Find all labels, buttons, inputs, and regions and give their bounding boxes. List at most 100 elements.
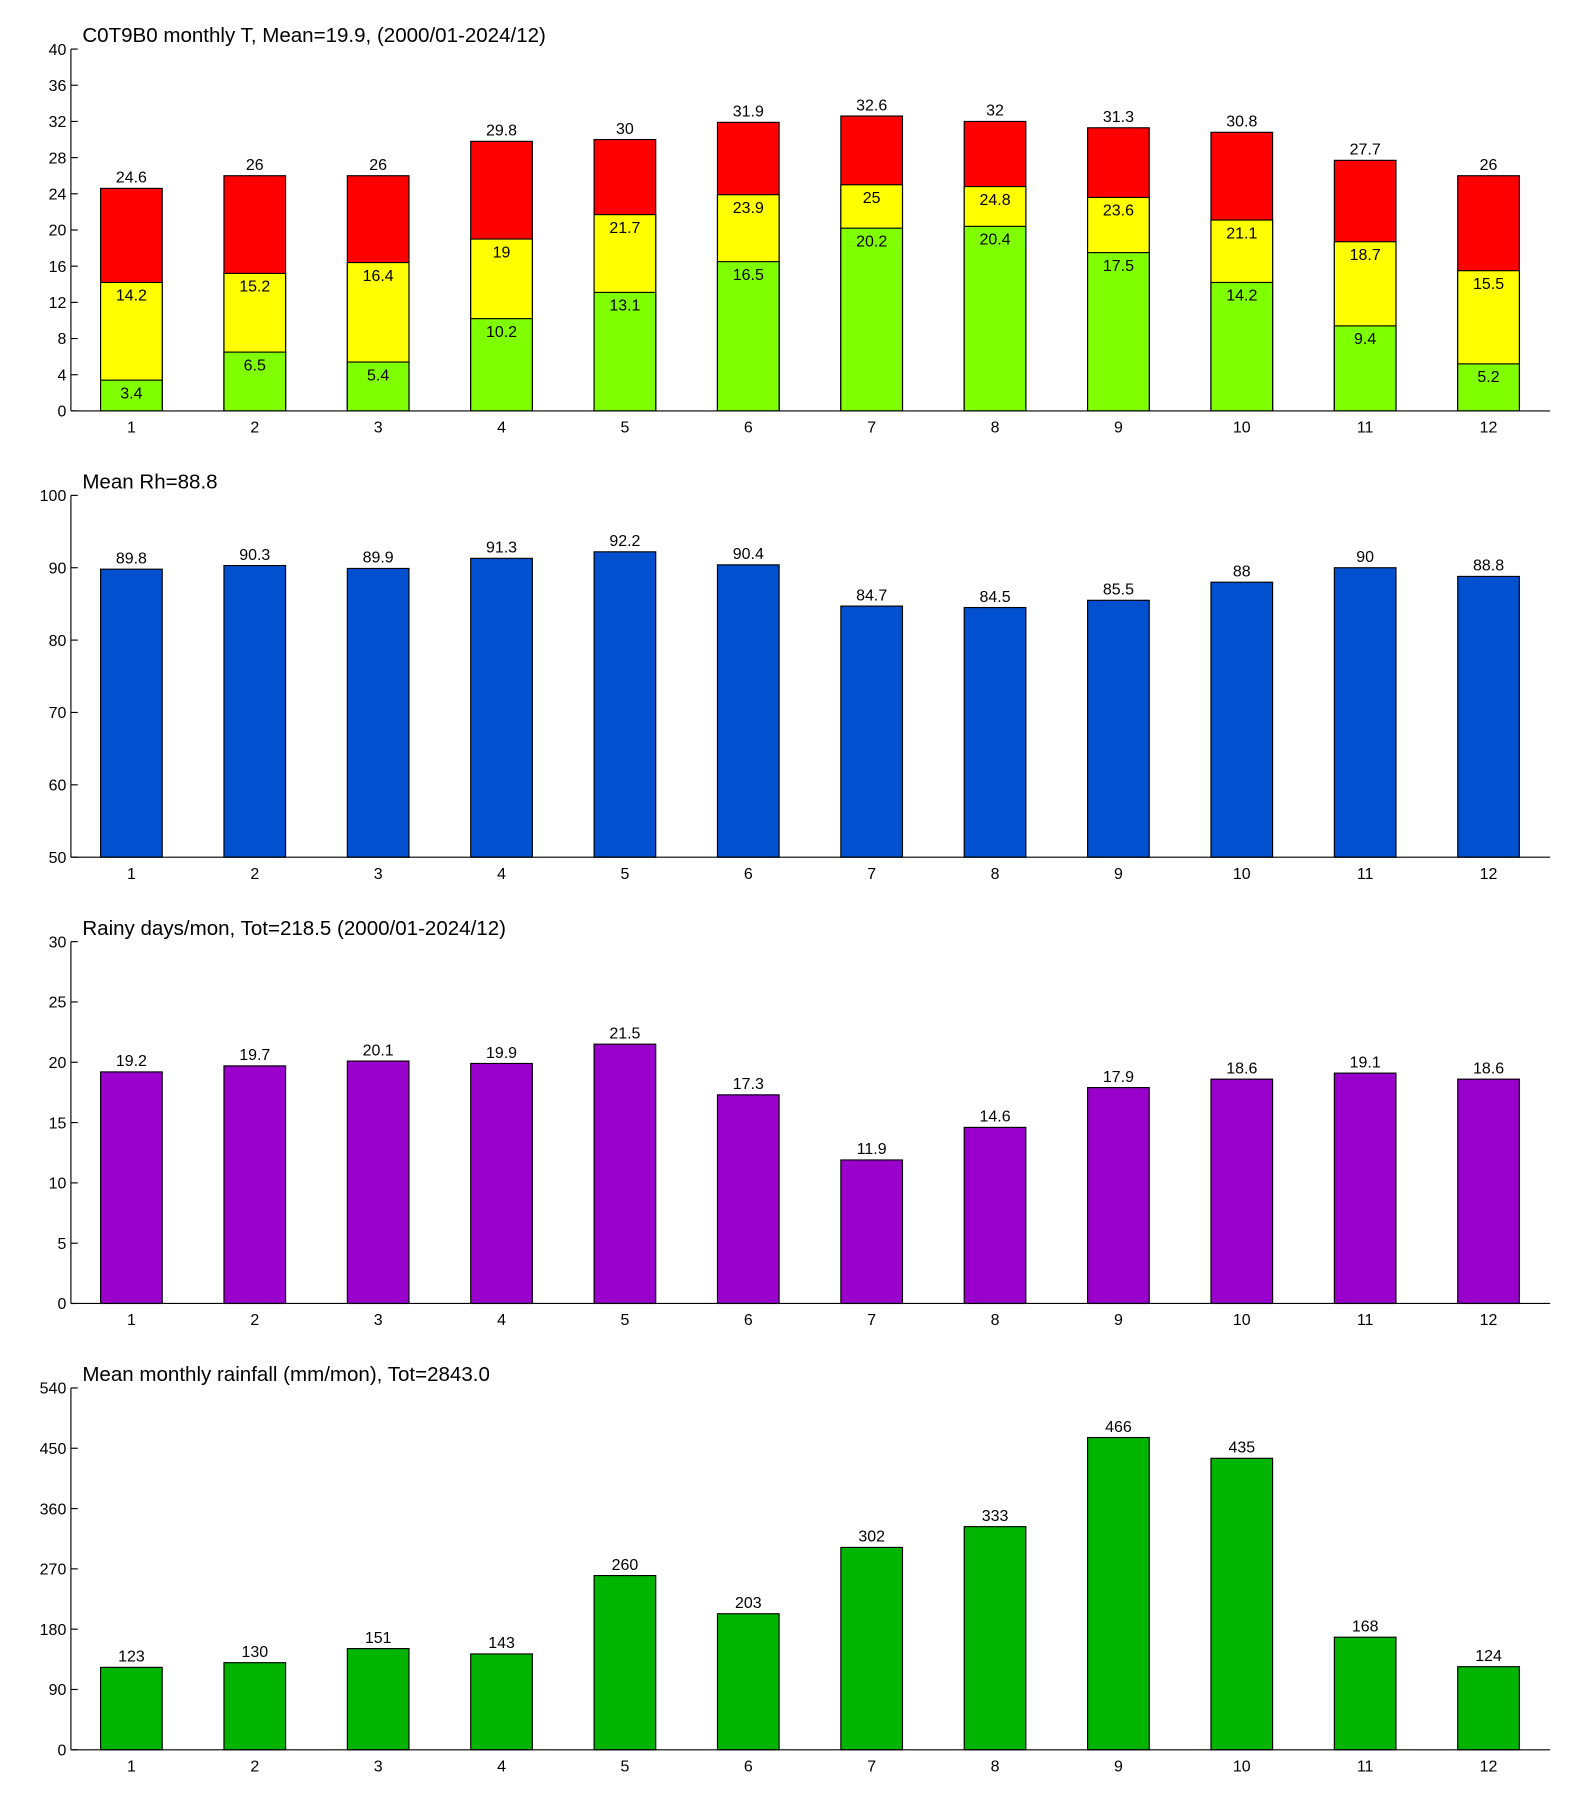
data-label: 20.1 xyxy=(363,1042,394,1059)
data-label: 18.6 xyxy=(1226,1060,1257,1077)
data-label: 31.9 xyxy=(733,104,764,121)
data-label: 5.4 xyxy=(367,367,389,384)
bar xyxy=(1210,1078,1274,1305)
bar xyxy=(963,1526,1027,1751)
x-tick-label: 5 xyxy=(620,420,629,437)
x-tick-label: 3 xyxy=(374,866,383,883)
bar xyxy=(1210,1457,1274,1751)
data-label: 19.1 xyxy=(1350,1054,1381,1071)
bar xyxy=(1210,281,1274,412)
bar xyxy=(1457,1078,1520,1305)
bar xyxy=(1087,1436,1150,1751)
data-label: 6.5 xyxy=(244,357,266,374)
x-tick-label: 6 xyxy=(744,1758,753,1775)
x-tick-label: 9 xyxy=(1114,866,1123,883)
data-label: 302 xyxy=(858,1529,885,1546)
x-tick-label: 6 xyxy=(744,866,753,883)
bar xyxy=(963,225,1027,412)
x-tick-label: 7 xyxy=(867,1758,876,1775)
bar xyxy=(223,1662,287,1751)
x-tick-label: 11 xyxy=(1357,1758,1374,1775)
data-label: 130 xyxy=(241,1644,268,1661)
chart-title: Rainy days/mon, Tot=218.5 (2000/01-2024/… xyxy=(82,917,506,940)
y-tick-label: 8 xyxy=(57,331,66,348)
data-label: 123 xyxy=(118,1649,145,1666)
y-tick-label: 0 xyxy=(57,1296,66,1313)
data-label: 23.9 xyxy=(733,200,764,217)
y-tick-label: 16 xyxy=(49,259,67,276)
x-tick-label: 4 xyxy=(497,866,506,883)
chart-title: Mean Rh=88.8 xyxy=(82,471,217,494)
data-label: 11.9 xyxy=(857,1141,887,1158)
data-label: 14.6 xyxy=(979,1109,1010,1126)
chart-title: Mean monthly rainfall (mm/mon), Tot=2843… xyxy=(82,1363,490,1386)
x-tick-label: 4 xyxy=(497,1758,506,1775)
data-label: 17.5 xyxy=(1103,258,1134,275)
data-label: 29.8 xyxy=(486,123,517,140)
data-label: 15.5 xyxy=(1473,276,1504,293)
bar xyxy=(593,551,657,858)
data-label: 9.4 xyxy=(1354,331,1376,348)
data-label: 32 xyxy=(986,103,1004,120)
bar xyxy=(840,1159,904,1305)
data-label: 17.3 xyxy=(733,1076,764,1093)
y-tick-label: 70 xyxy=(49,705,67,722)
y-tick-label: 32 xyxy=(49,114,67,131)
bar xyxy=(223,351,287,412)
bar xyxy=(1333,325,1397,412)
bar xyxy=(840,227,904,412)
x-tick-label: 1 xyxy=(127,866,136,883)
data-label: 89.8 xyxy=(116,550,147,567)
data-label: 24.6 xyxy=(116,170,147,187)
y-tick-label: 15 xyxy=(49,1115,67,1132)
bar xyxy=(223,564,287,858)
bar xyxy=(593,1574,657,1751)
bar xyxy=(100,1666,163,1751)
data-label: 84.7 xyxy=(856,587,887,604)
data-label: 15.2 xyxy=(239,279,270,296)
y-tick-label: 90 xyxy=(49,560,67,577)
x-tick-label: 10 xyxy=(1233,420,1251,437)
data-label: 14.2 xyxy=(116,288,147,305)
x-tick-label: 8 xyxy=(991,1758,1000,1775)
data-label: 91.3 xyxy=(486,540,517,557)
y-tick-label: 50 xyxy=(49,850,67,867)
x-tick-label: 6 xyxy=(744,420,753,437)
y-tick-label: 28 xyxy=(49,150,67,167)
data-label: 20.2 xyxy=(856,233,887,250)
x-tick-label: 3 xyxy=(374,420,383,437)
bar xyxy=(223,1065,287,1305)
y-tick-label: 360 xyxy=(40,1501,67,1518)
data-label: 26 xyxy=(1480,157,1498,174)
x-tick-label: 9 xyxy=(1114,420,1123,437)
bar xyxy=(470,557,533,858)
bar xyxy=(100,568,163,858)
x-tick-label: 8 xyxy=(991,866,1000,883)
data-label: 151 xyxy=(365,1630,392,1647)
y-tick-label: 20 xyxy=(49,223,67,240)
y-tick-label: 0 xyxy=(57,1742,66,1759)
data-label: 31.3 xyxy=(1103,109,1134,126)
bar xyxy=(840,605,904,858)
data-label: 333 xyxy=(982,1508,1009,1525)
bar xyxy=(1087,599,1150,858)
x-tick-label: 9 xyxy=(1114,1312,1123,1329)
bar xyxy=(963,606,1027,858)
data-label: 23.6 xyxy=(1103,203,1134,220)
data-label: 21.5 xyxy=(609,1025,640,1042)
bar xyxy=(716,1094,780,1305)
bar xyxy=(100,379,163,412)
x-tick-label: 12 xyxy=(1480,1312,1498,1329)
bar xyxy=(1333,567,1397,858)
data-label: 90.4 xyxy=(733,546,764,563)
bar xyxy=(840,1546,904,1751)
y-tick-label: 36 xyxy=(49,78,67,95)
data-label: 24.8 xyxy=(979,192,1010,209)
x-tick-label: 2 xyxy=(250,1312,259,1329)
bar xyxy=(1333,1072,1397,1305)
x-tick-label: 8 xyxy=(991,1312,1000,1329)
data-label: 435 xyxy=(1228,1440,1255,1457)
x-tick-label: 3 xyxy=(374,1312,383,1329)
x-tick-label: 10 xyxy=(1233,866,1251,883)
bar xyxy=(1457,575,1520,858)
